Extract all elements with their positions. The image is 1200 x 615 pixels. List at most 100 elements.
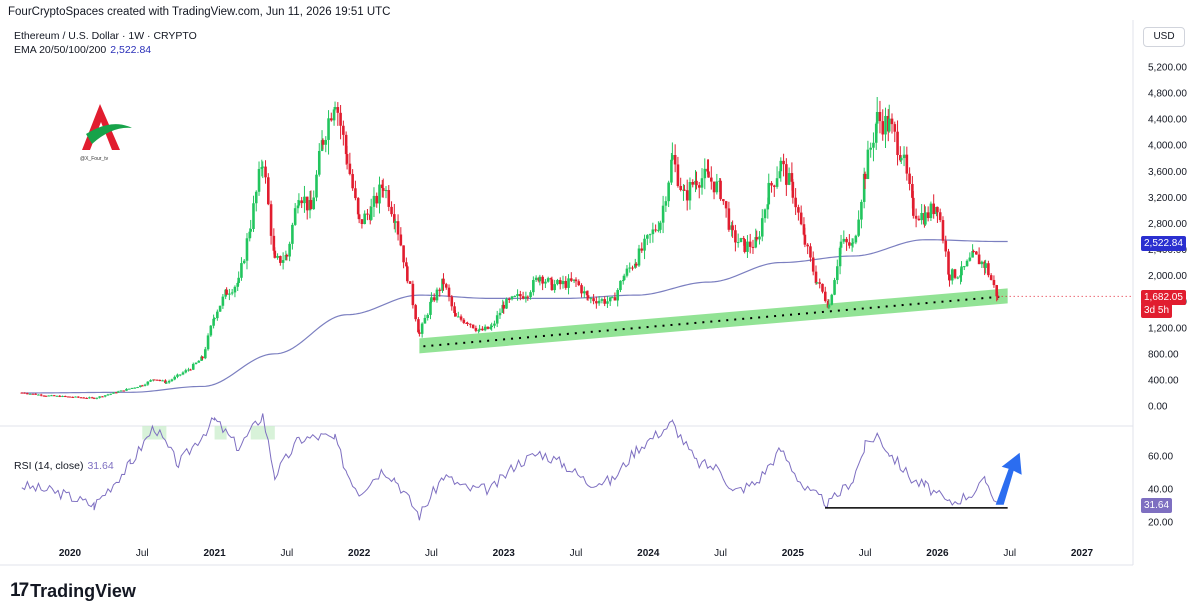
candle-body [98, 396, 101, 398]
candle-body [85, 397, 88, 399]
rsi-line[interactable] [21, 413, 998, 521]
candle-body [339, 112, 342, 126]
candle-body [507, 298, 511, 300]
candle-body [739, 238, 743, 243]
candle-body [201, 356, 204, 359]
candle-body [622, 275, 626, 281]
candle-body [763, 209, 767, 219]
candle-body [264, 166, 267, 178]
ema-legend[interactable]: EMA 20/50/100/200 2,522.84 [14, 44, 151, 56]
up-arrow-icon[interactable] [995, 452, 1022, 505]
countdown-badge: 3d 5h [1141, 303, 1173, 318]
ema-200-line[interactable] [21, 239, 1008, 394]
chart-attribution: FourCryptoSpaces created with TradingVie… [8, 6, 391, 18]
candle-body [293, 208, 297, 225]
support-trendline[interactable] [423, 295, 1004, 348]
candle-body [748, 241, 752, 247]
candle-body [122, 390, 126, 392]
candle-body [802, 224, 806, 235]
time-tick-label: 2023 [493, 548, 516, 559]
candle-body [405, 262, 408, 267]
candle-body [809, 246, 812, 258]
rsi-legend[interactable]: RSI (14, close) 31.64 [14, 460, 114, 472]
candle-body [161, 380, 164, 382]
candle-body [648, 234, 652, 236]
candle-body [782, 160, 785, 165]
support-zone[interactable] [419, 288, 1008, 354]
candle-body [284, 255, 288, 261]
candle-body [661, 205, 665, 223]
candle-body [50, 395, 53, 397]
candle-body [850, 243, 854, 246]
logo-handle: @X_Four_tv [80, 156, 109, 162]
candle-body [860, 201, 863, 220]
candle-body [505, 298, 508, 309]
candle-body [47, 395, 50, 397]
candle-body [402, 245, 405, 263]
candle-body [143, 384, 147, 386]
candle-body [477, 330, 480, 332]
candle-body [561, 280, 565, 285]
price-tick-label: 1,200.00 [1148, 323, 1187, 334]
candle-body [420, 323, 424, 334]
candle-body [297, 200, 301, 206]
candle-body [114, 392, 118, 394]
candle-body [695, 180, 698, 186]
candle-body [393, 214, 396, 223]
candle-body [754, 237, 758, 248]
price-tick-label: 2,000.00 [1148, 271, 1187, 282]
candle-body [95, 397, 99, 399]
candle-body [469, 323, 472, 325]
price-tick-label: 3,200.00 [1148, 193, 1187, 204]
candle-body [200, 356, 203, 361]
candle-body [758, 236, 761, 240]
candle-body [874, 123, 878, 143]
candle-body [532, 279, 535, 293]
currency-button[interactable]: USD [1143, 27, 1185, 47]
candle-body [996, 296, 999, 298]
candle-body [826, 300, 830, 308]
candle-body [823, 291, 827, 301]
candle-body [534, 277, 538, 280]
price-tick-label: 3,600.00 [1148, 167, 1187, 178]
candle-body [592, 298, 595, 302]
candle-body [806, 244, 809, 247]
candle-body [380, 184, 384, 189]
candle-body [321, 140, 325, 145]
candle-body [288, 243, 291, 257]
candle-body [360, 219, 364, 225]
candle-body [130, 387, 134, 389]
candle-body [432, 297, 436, 301]
candle-body [393, 221, 397, 223]
candle-body [357, 214, 361, 220]
candle-body [914, 215, 918, 219]
candle-body [634, 263, 638, 266]
candle-body [146, 381, 150, 385]
candle-body [399, 234, 403, 246]
candle-body [603, 299, 606, 304]
candle-body [442, 278, 445, 285]
candle-body [971, 251, 974, 258]
candle-body [869, 147, 872, 150]
candle-body [103, 395, 107, 397]
candle-body [908, 173, 911, 184]
price-tick-label: 4,400.00 [1148, 115, 1187, 126]
candle-body [657, 229, 660, 231]
candle-body [279, 255, 282, 263]
candle-body [260, 167, 264, 169]
candle-body [912, 197, 915, 216]
tradingview-footer[interactable]: 17 TradingView [10, 580, 136, 602]
candle-body [441, 278, 444, 291]
last-price-badge: 1,682.05 [1141, 290, 1186, 305]
candle-body [336, 107, 340, 113]
candle-body [595, 301, 598, 304]
candle-body [767, 182, 771, 205]
candle-body [212, 318, 215, 326]
candle-body [252, 203, 255, 230]
candle-body [570, 278, 573, 281]
candle-body [430, 297, 433, 302]
candle-body [585, 291, 589, 296]
candle-body [82, 397, 86, 399]
candle-body [390, 206, 393, 215]
